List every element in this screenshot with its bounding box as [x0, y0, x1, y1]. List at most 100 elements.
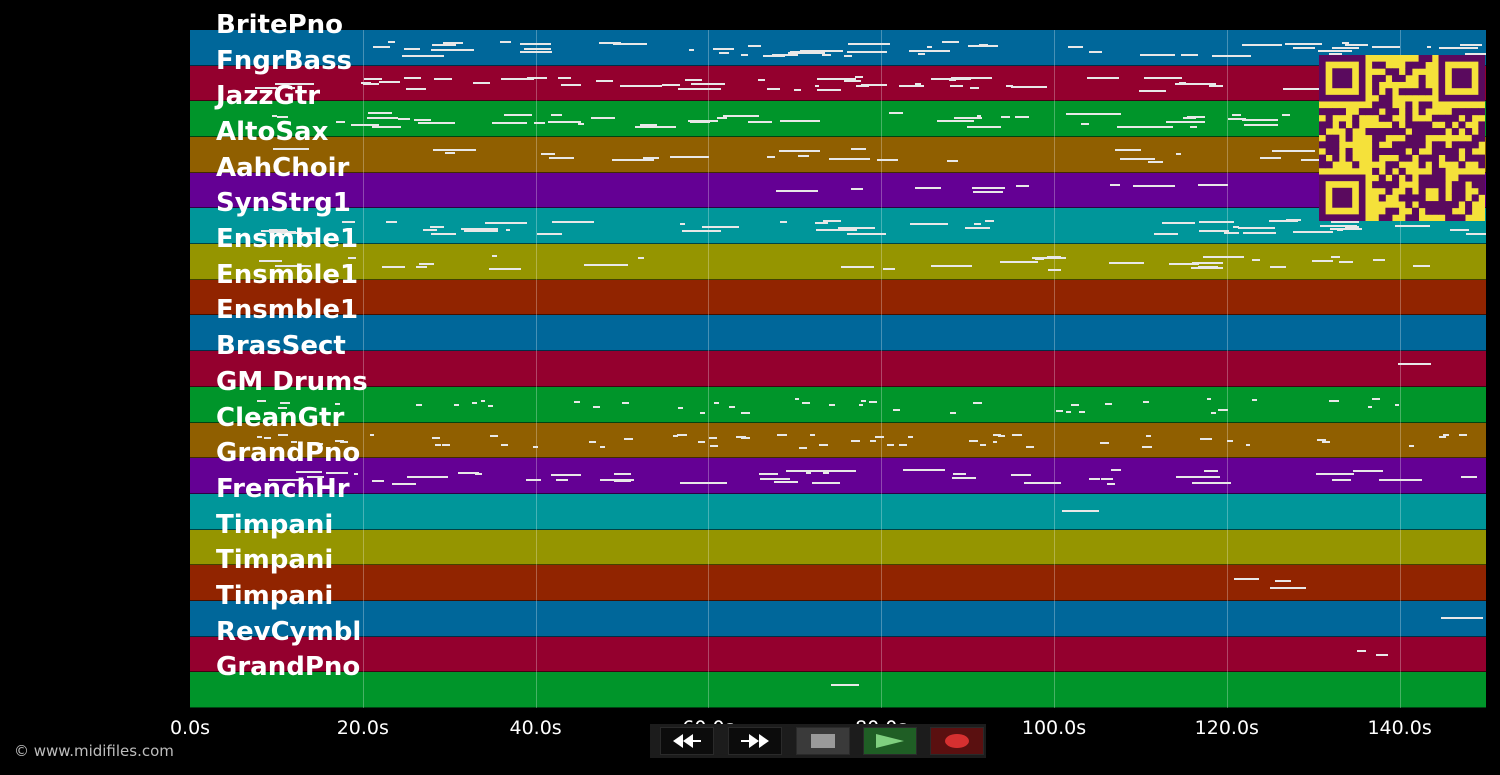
note-event [254, 86, 277, 89]
note-event [1459, 44, 1482, 47]
note-event [688, 120, 719, 123]
track-lane[interactable] [190, 351, 1486, 387]
note-event [815, 222, 829, 225]
note-event [533, 446, 538, 449]
track-lane[interactable] [190, 493, 1486, 530]
note-event [747, 121, 772, 124]
note-event [1293, 46, 1316, 49]
note-event [524, 47, 551, 50]
track-lane[interactable] [190, 386, 1486, 423]
note-event [347, 257, 357, 260]
note-event [1015, 115, 1030, 118]
note-event [979, 444, 987, 447]
track-lane[interactable] [190, 529, 1486, 566]
note-event [574, 401, 580, 404]
note-event [1140, 53, 1176, 56]
track-lane[interactable] [190, 315, 1486, 352]
note-event [952, 476, 976, 479]
note-event [713, 402, 720, 405]
fast-forward-button[interactable] [728, 727, 782, 755]
note-event [398, 117, 410, 120]
note-event [505, 228, 510, 231]
note-event [280, 402, 291, 405]
note-event [637, 257, 645, 260]
track-lane[interactable] [190, 30, 1486, 66]
note-event [818, 444, 828, 447]
note-event [429, 226, 444, 229]
note-event [1154, 232, 1178, 235]
note-event [1260, 156, 1282, 159]
track-lane[interactable] [190, 458, 1486, 494]
note-event [1087, 76, 1120, 79]
note-event [930, 77, 971, 80]
note-event [773, 481, 798, 484]
note-event [838, 227, 876, 230]
track-label: SynStrg1 [216, 188, 351, 219]
note-event [1426, 45, 1431, 48]
track-lane[interactable] [190, 636, 1486, 673]
track-lane[interactable] [190, 600, 1486, 637]
note-event [1140, 126, 1173, 129]
note-event [1180, 53, 1199, 56]
note-event [1099, 441, 1109, 444]
note-event [779, 150, 821, 153]
note-event [276, 116, 289, 119]
track-lane[interactable] [190, 208, 1486, 245]
stop-button[interactable] [796, 727, 850, 755]
note-event [386, 220, 397, 223]
note-event [443, 42, 464, 45]
note-event [1379, 478, 1422, 481]
note-event [335, 402, 340, 405]
record-button[interactable] [930, 727, 984, 755]
note-event [1232, 225, 1240, 228]
note-event [1330, 256, 1340, 259]
track-lane[interactable] [190, 137, 1486, 173]
note-event [709, 437, 717, 440]
note-event [1442, 434, 1450, 437]
note-event [1300, 159, 1325, 162]
track-lane[interactable] [190, 172, 1486, 209]
note-event [1465, 232, 1486, 235]
note-event [488, 404, 494, 407]
rewind-button[interactable] [660, 727, 714, 755]
note-event [997, 434, 1006, 437]
transport-controls [650, 724, 986, 758]
note-event [622, 401, 629, 404]
note-event [1145, 434, 1152, 437]
track-lane[interactable] [190, 672, 1486, 708]
note-event [526, 479, 541, 482]
play-button[interactable] [863, 727, 917, 755]
note-event [1282, 88, 1327, 91]
note-event [976, 115, 981, 118]
note-event [780, 119, 821, 122]
note-event [552, 221, 594, 224]
piano-roll-plot[interactable] [190, 30, 1486, 708]
note-event [869, 401, 877, 404]
track-label: JazzGtr [216, 81, 321, 112]
track-lane[interactable] [190, 65, 1486, 102]
note-event [367, 112, 392, 115]
note-event [1203, 470, 1219, 473]
note-event [1132, 184, 1175, 187]
note-event [806, 471, 811, 474]
note-event [1081, 122, 1089, 125]
track-lane[interactable] [190, 244, 1486, 280]
note-event [614, 480, 632, 483]
track-lane[interactable] [190, 565, 1486, 601]
note-event [1192, 261, 1223, 264]
note-event [1318, 49, 1353, 52]
note-event [685, 78, 703, 81]
note-event [1412, 264, 1431, 267]
note-event [1026, 446, 1034, 449]
note-event [1224, 232, 1240, 235]
track-lane[interactable] [190, 422, 1486, 459]
track-lane[interactable] [190, 279, 1486, 316]
note-event [258, 260, 282, 263]
note-event [954, 116, 982, 119]
note-event [1078, 411, 1085, 414]
copyright-text: © www.midifiles.com [14, 742, 174, 760]
note-event [1356, 649, 1366, 652]
note-event [589, 440, 596, 443]
note-event [1251, 259, 1261, 262]
note-event [811, 49, 843, 52]
